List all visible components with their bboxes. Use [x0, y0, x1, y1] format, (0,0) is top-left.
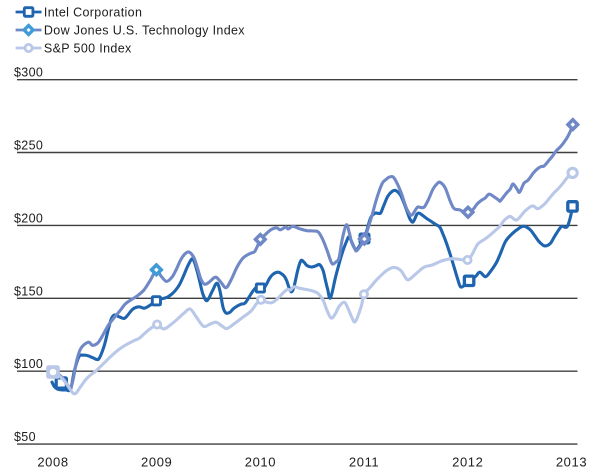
svg-text:$300: $300	[14, 66, 43, 80]
svg-text:2010: 2010	[245, 455, 276, 470]
svg-text:$250: $250	[14, 139, 43, 153]
svg-text:2008: 2008	[37, 455, 68, 470]
svg-text:2011: 2011	[349, 455, 379, 470]
svg-text:Intel Corporation: Intel Corporation	[44, 5, 142, 19]
svg-text:Dow Jones U.S. Technology Inde: Dow Jones U.S. Technology Index	[44, 23, 245, 37]
svg-text:$100: $100	[14, 357, 43, 371]
svg-text:$50: $50	[14, 430, 36, 444]
svg-text:2009: 2009	[141, 455, 172, 470]
svg-text:$150: $150	[14, 284, 43, 298]
svg-text:2012: 2012	[452, 455, 483, 470]
svg-text:2013: 2013	[556, 455, 587, 470]
svg-text:$200: $200	[14, 211, 43, 225]
svg-text:S&P 500 Index: S&P 500 Index	[44, 41, 132, 55]
